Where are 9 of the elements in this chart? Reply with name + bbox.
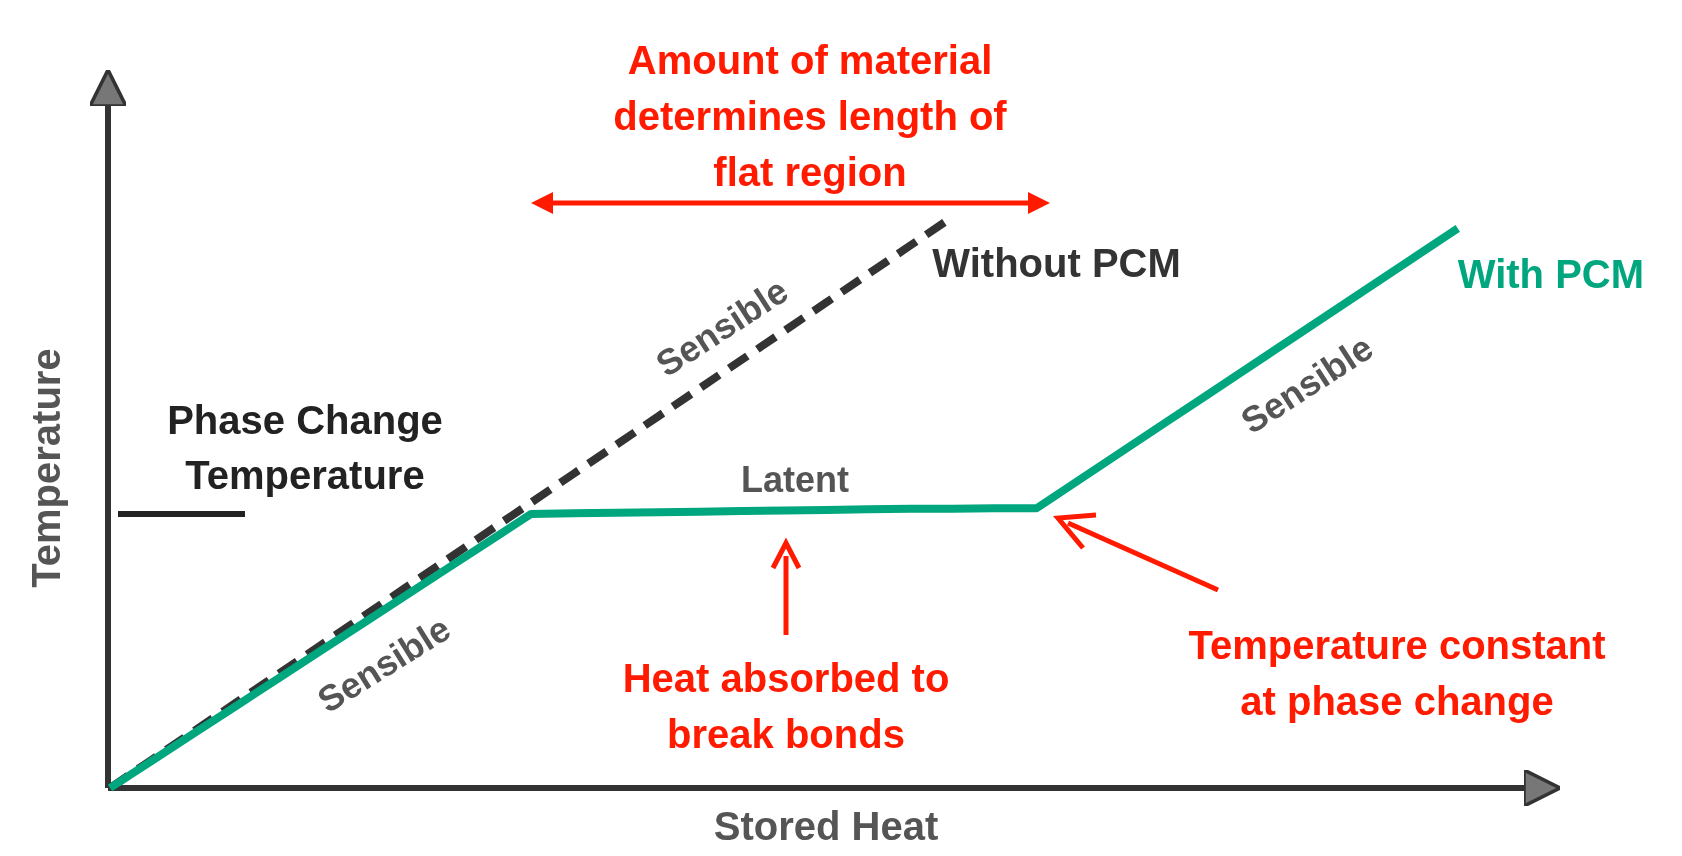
annotation: Temperature constant at phase change bbox=[1188, 623, 1606, 723]
text: Amount of material determines length of flat region bbox=[613, 38, 1008, 194]
series-label: Without PCM bbox=[932, 241, 1181, 285]
series-label: With PCM bbox=[1457, 252, 1645, 297]
ref-line-label: Phase Change Temperature bbox=[167, 397, 443, 497]
annotation: Heat absorbed to break bonds bbox=[622, 656, 950, 756]
annotation: Latent bbox=[741, 459, 850, 500]
y-axis-title: Temperature bbox=[24, 348, 68, 588]
x-axis-title: Stored Heat bbox=[713, 804, 939, 848]
